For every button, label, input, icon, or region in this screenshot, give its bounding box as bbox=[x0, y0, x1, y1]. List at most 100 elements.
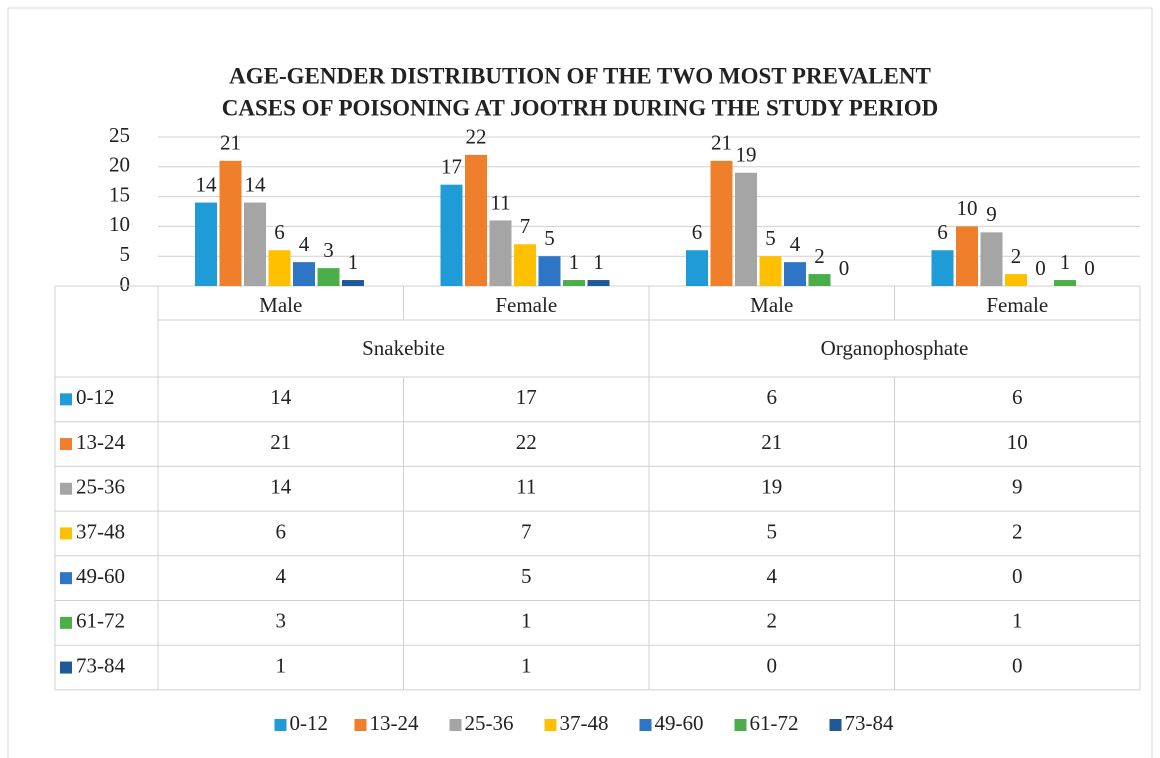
data-label: 0 bbox=[839, 256, 850, 280]
bar bbox=[219, 160, 242, 286]
data-label: 0 bbox=[1035, 256, 1046, 280]
table-cell: 4 bbox=[276, 564, 287, 588]
legend-key bbox=[639, 719, 652, 731]
y-tick-label: 15 bbox=[109, 182, 130, 206]
data-label: 4 bbox=[790, 232, 801, 256]
table-cell: 4 bbox=[767, 564, 778, 588]
table-legend-key bbox=[60, 482, 72, 495]
table-cell: 7 bbox=[521, 519, 532, 543]
bar bbox=[956, 226, 978, 286]
legend-label: 13-24 bbox=[370, 711, 419, 735]
table-row-label: 13-24 bbox=[76, 430, 125, 454]
bar bbox=[563, 280, 585, 286]
bar bbox=[293, 262, 315, 286]
table-row-label: 61-72 bbox=[76, 609, 125, 633]
data-label: 22 bbox=[466, 125, 487, 149]
bar bbox=[317, 268, 340, 286]
table-cell: 21 bbox=[761, 430, 782, 454]
data-label: 21 bbox=[711, 131, 732, 155]
legend-key bbox=[734, 719, 747, 731]
bar bbox=[735, 172, 757, 286]
bar bbox=[808, 274, 831, 286]
table-cell: 6 bbox=[276, 519, 287, 543]
bar bbox=[538, 256, 561, 286]
bar bbox=[465, 154, 487, 286]
bar bbox=[587, 280, 610, 286]
bar bbox=[784, 262, 806, 286]
table-cell: 22 bbox=[516, 430, 537, 454]
table-cell: 0 bbox=[1012, 653, 1023, 677]
table-cell: 10 bbox=[1007, 430, 1028, 454]
bar bbox=[980, 232, 1003, 286]
table-cell: 5 bbox=[767, 519, 778, 543]
legend-label: 49-60 bbox=[655, 711, 704, 735]
table-cell: 9 bbox=[1012, 475, 1023, 499]
table-row-label: 25-36 bbox=[76, 475, 125, 499]
data-label: 6 bbox=[274, 220, 285, 244]
table-row-label: 73-84 bbox=[76, 653, 125, 677]
table-cell: 2 bbox=[767, 609, 778, 633]
x-tick-label: Male bbox=[750, 293, 793, 317]
bar bbox=[931, 250, 954, 286]
bar bbox=[268, 250, 291, 286]
data-label: 14 bbox=[196, 172, 218, 196]
y-tick-label: 20 bbox=[109, 153, 130, 177]
table-row-label: 37-48 bbox=[76, 519, 125, 543]
table-legend-key bbox=[60, 616, 72, 629]
chart-title: AGE-GENDER DISTRIBUTION OF THE TWO MOST … bbox=[229, 63, 931, 88]
legend-label: 37-48 bbox=[560, 711, 609, 735]
data-label: 1 bbox=[348, 250, 359, 274]
y-tick-label: 25 bbox=[109, 123, 130, 147]
table-cell: 1 bbox=[276, 653, 287, 677]
table-cell: 19 bbox=[761, 475, 782, 499]
data-label: 7 bbox=[520, 214, 531, 238]
legend-label: 25-36 bbox=[465, 711, 514, 735]
bar bbox=[514, 244, 536, 286]
data-label: 5 bbox=[765, 226, 776, 250]
table-cell: 6 bbox=[767, 385, 778, 409]
table-cell: 1 bbox=[521, 609, 532, 633]
data-label: 11 bbox=[490, 190, 510, 214]
data-label: 3 bbox=[323, 238, 334, 262]
table-cell: 3 bbox=[276, 609, 287, 633]
data-label: 4 bbox=[299, 232, 310, 256]
group-label: Organophosphate bbox=[821, 336, 969, 360]
table-cell: 17 bbox=[516, 385, 537, 409]
table-cell: 11 bbox=[516, 475, 536, 499]
bar bbox=[1005, 274, 1027, 286]
x-tick-label: Female bbox=[495, 293, 557, 317]
legend-key bbox=[274, 719, 287, 731]
data-label: 0 bbox=[1084, 256, 1095, 280]
data-label: 9 bbox=[986, 202, 997, 226]
chart-subtitle: CASES OF POISONING AT JOOTRH DURING THE … bbox=[222, 95, 939, 120]
table-row-label: 0-12 bbox=[76, 385, 115, 409]
data-label: 1 bbox=[593, 250, 604, 274]
bar bbox=[686, 250, 708, 286]
legend-label: 73-84 bbox=[845, 711, 894, 735]
data-label: 17 bbox=[441, 154, 462, 178]
legend-key bbox=[449, 719, 462, 731]
table-legend-key bbox=[60, 527, 72, 540]
table-cell: 21 bbox=[270, 430, 291, 454]
y-tick-label: 0 bbox=[120, 272, 131, 296]
data-label: 2 bbox=[1011, 244, 1022, 268]
data-label: 2 bbox=[814, 244, 825, 268]
data-label: 19 bbox=[736, 143, 757, 167]
x-tick-label: Female bbox=[986, 293, 1048, 317]
table-cell: 14 bbox=[270, 385, 292, 409]
table-cell: 14 bbox=[270, 475, 292, 499]
table-cell: 2 bbox=[1012, 519, 1023, 543]
x-tick-label: Male bbox=[259, 293, 302, 317]
table-cell: 0 bbox=[767, 653, 778, 677]
table-legend-key bbox=[60, 572, 72, 585]
y-tick-label: 10 bbox=[109, 212, 130, 236]
group-label: Snakebite bbox=[362, 336, 445, 360]
legend-key bbox=[544, 719, 557, 731]
table-cell: 5 bbox=[521, 564, 532, 588]
legend-label: 0-12 bbox=[290, 711, 329, 735]
bar bbox=[710, 160, 733, 286]
data-label: 1 bbox=[569, 250, 580, 274]
table-legend-key bbox=[60, 393, 72, 406]
bar bbox=[489, 220, 512, 286]
